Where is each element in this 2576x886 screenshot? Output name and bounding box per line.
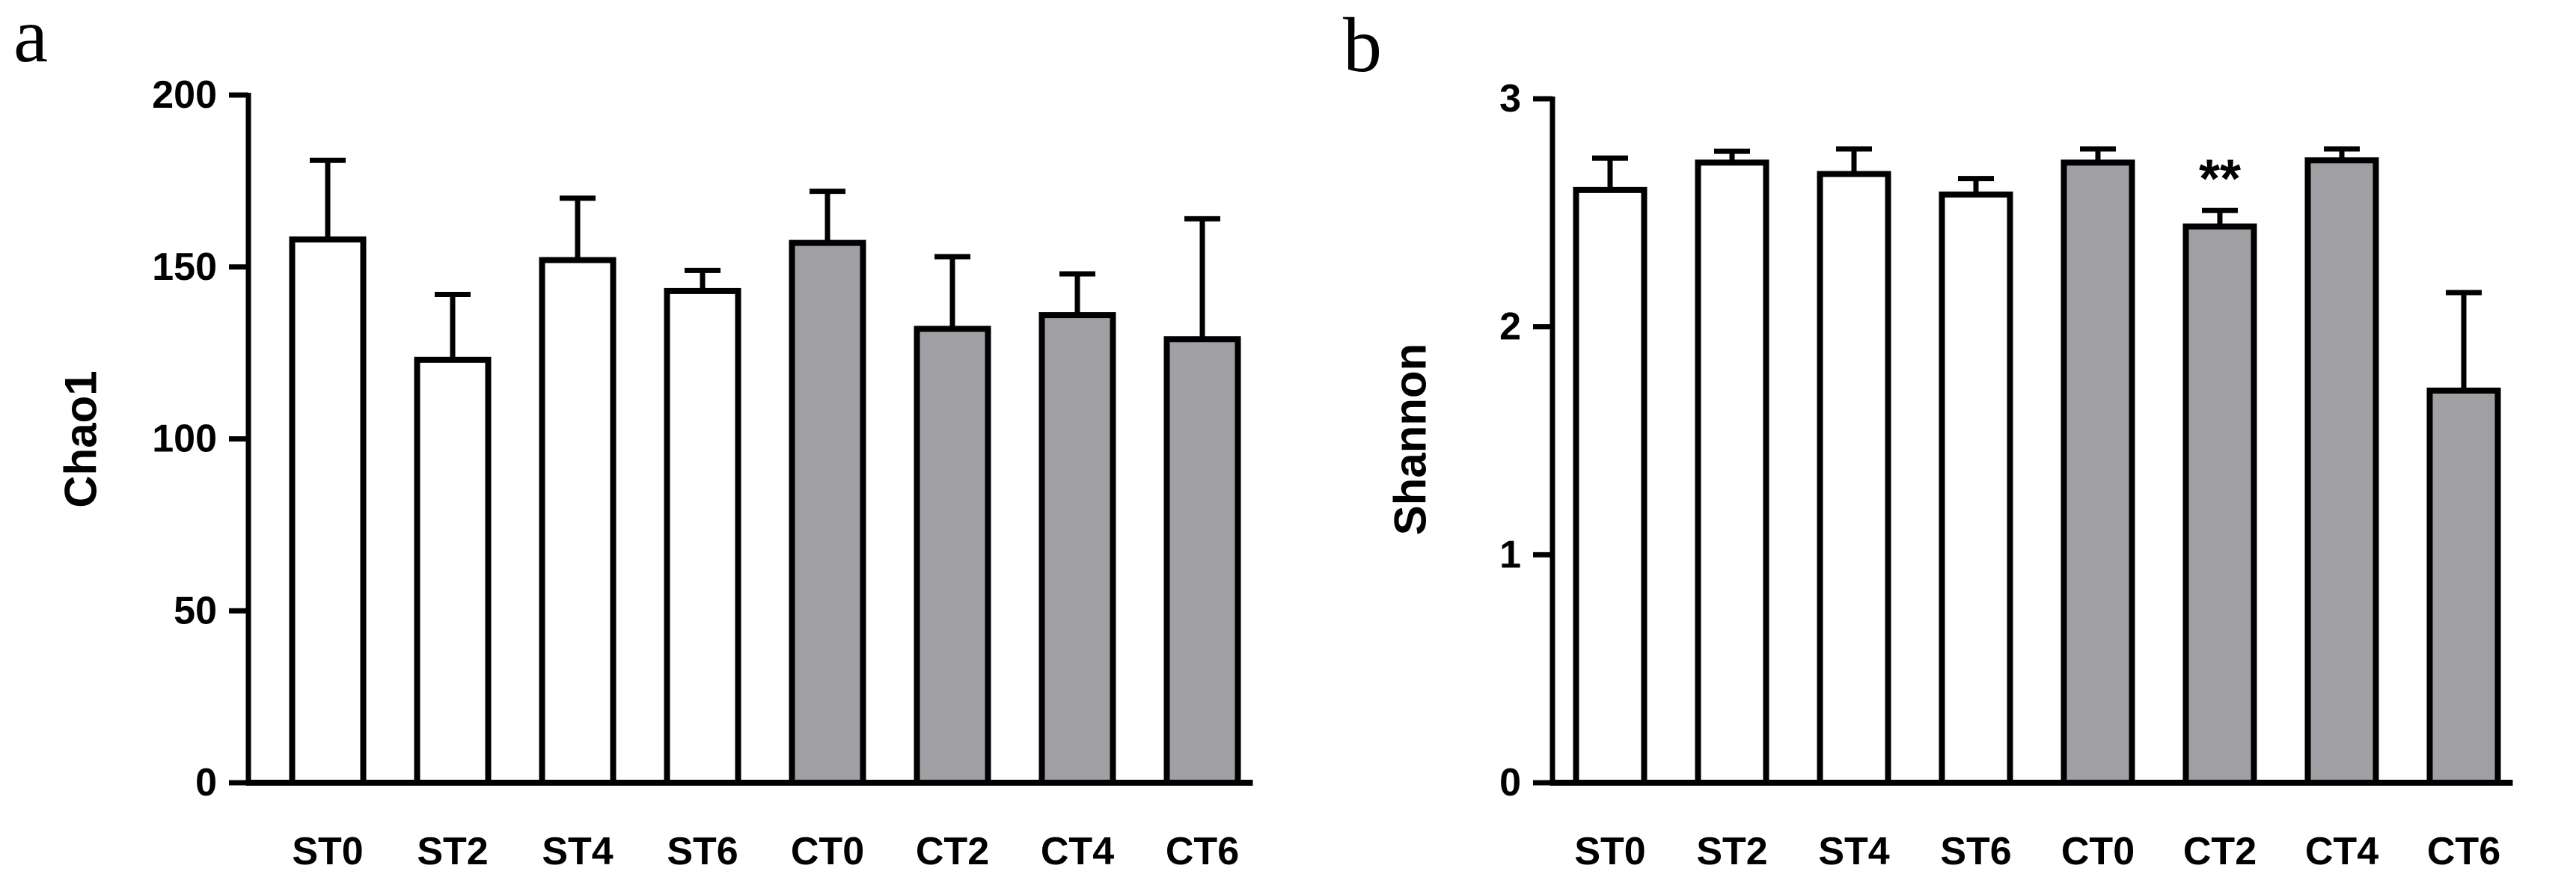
x-tick-label-ct0: CT0 [791,830,864,873]
bar-ct0 [2061,159,2135,786]
x-tick-label-st4: ST4 [1818,830,1889,873]
x-tick-label-st0: ST0 [1574,830,1645,873]
significance-annotation: ** [2199,149,2241,209]
bar-st4 [1817,171,1891,786]
panel-a-letter: a [13,0,48,79]
bar-ct6 [2426,387,2501,786]
bar-ct2 [2182,223,2257,786]
chart-chao1: 0 50 100 150 200 Chao1 ST0 ST2 ST4 ST6 CT0 CT2 CT4 CT… [56,73,1253,873]
y-tick-label: 0 [195,761,217,804]
x-tick-label-ct2: CT2 [916,830,989,873]
bar-st4 [539,257,617,786]
x-tick-label-ct2: CT2 [2183,830,2257,873]
bar-st6 [664,287,741,786]
bar-ct4 [1038,312,1116,786]
y-tick-label: 1 [1499,533,1521,576]
x-tick-label-st0: ST0 [292,830,363,873]
panel-b-letter: b [1343,2,1382,88]
x-tick-label-st6: ST6 [667,830,738,873]
y-axis-title: Shannon [1386,343,1436,536]
y-tick-label: 2 [1499,305,1521,349]
y-tick-label: 0 [1499,761,1521,804]
y-axis-title: Chao1 [56,370,106,507]
y-tick-label: 50 [174,589,217,632]
x-tick-label-ct0: CT0 [2061,830,2135,873]
bar-st6 [1939,191,2013,786]
chart-shannon: 0 1 2 3 Shannon ST0 ST2 ST4 ST6 CT0 CT2 ** CT4 CT6 [1386,77,2513,873]
x-tick-label-ct4: CT4 [1041,830,1114,873]
x-tick-label-st6: ST6 [1940,830,2011,873]
bar-ct6 [1163,336,1241,786]
y-tick-label: 3 [1499,77,1521,120]
bar-st2 [414,356,492,786]
x-tick-label-ct4: CT4 [2305,830,2378,873]
y-tick-label: 200 [152,73,217,117]
y-tick-label: 100 [152,418,217,461]
bar-ct4 [2304,157,2379,786]
bar-ct0 [789,239,866,786]
bar-ct2 [914,326,991,786]
y-tick-label: 150 [152,245,217,289]
x-tick-label-ct6: CT6 [1166,830,1239,873]
x-tick-label-st4: ST4 [542,830,613,873]
bar-st0 [1573,186,1648,786]
bar-st2 [1695,159,1769,786]
x-tick-label-st2: ST2 [1696,830,1767,873]
x-tick-label-ct6: CT6 [2427,830,2500,873]
x-tick-label-st2: ST2 [417,830,488,873]
bar-st0 [289,236,367,786]
